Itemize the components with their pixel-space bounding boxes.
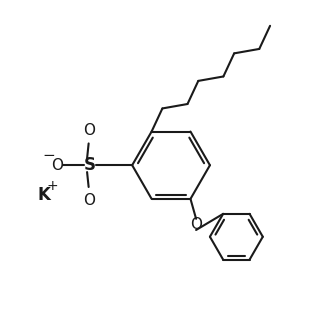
- Text: −: −: [43, 148, 55, 163]
- Text: O: O: [83, 193, 95, 208]
- Text: O: O: [83, 123, 95, 138]
- Text: O: O: [190, 217, 202, 232]
- Text: K: K: [37, 186, 50, 204]
- Text: S: S: [84, 156, 96, 174]
- Text: O: O: [52, 158, 63, 173]
- Text: +: +: [46, 179, 58, 193]
